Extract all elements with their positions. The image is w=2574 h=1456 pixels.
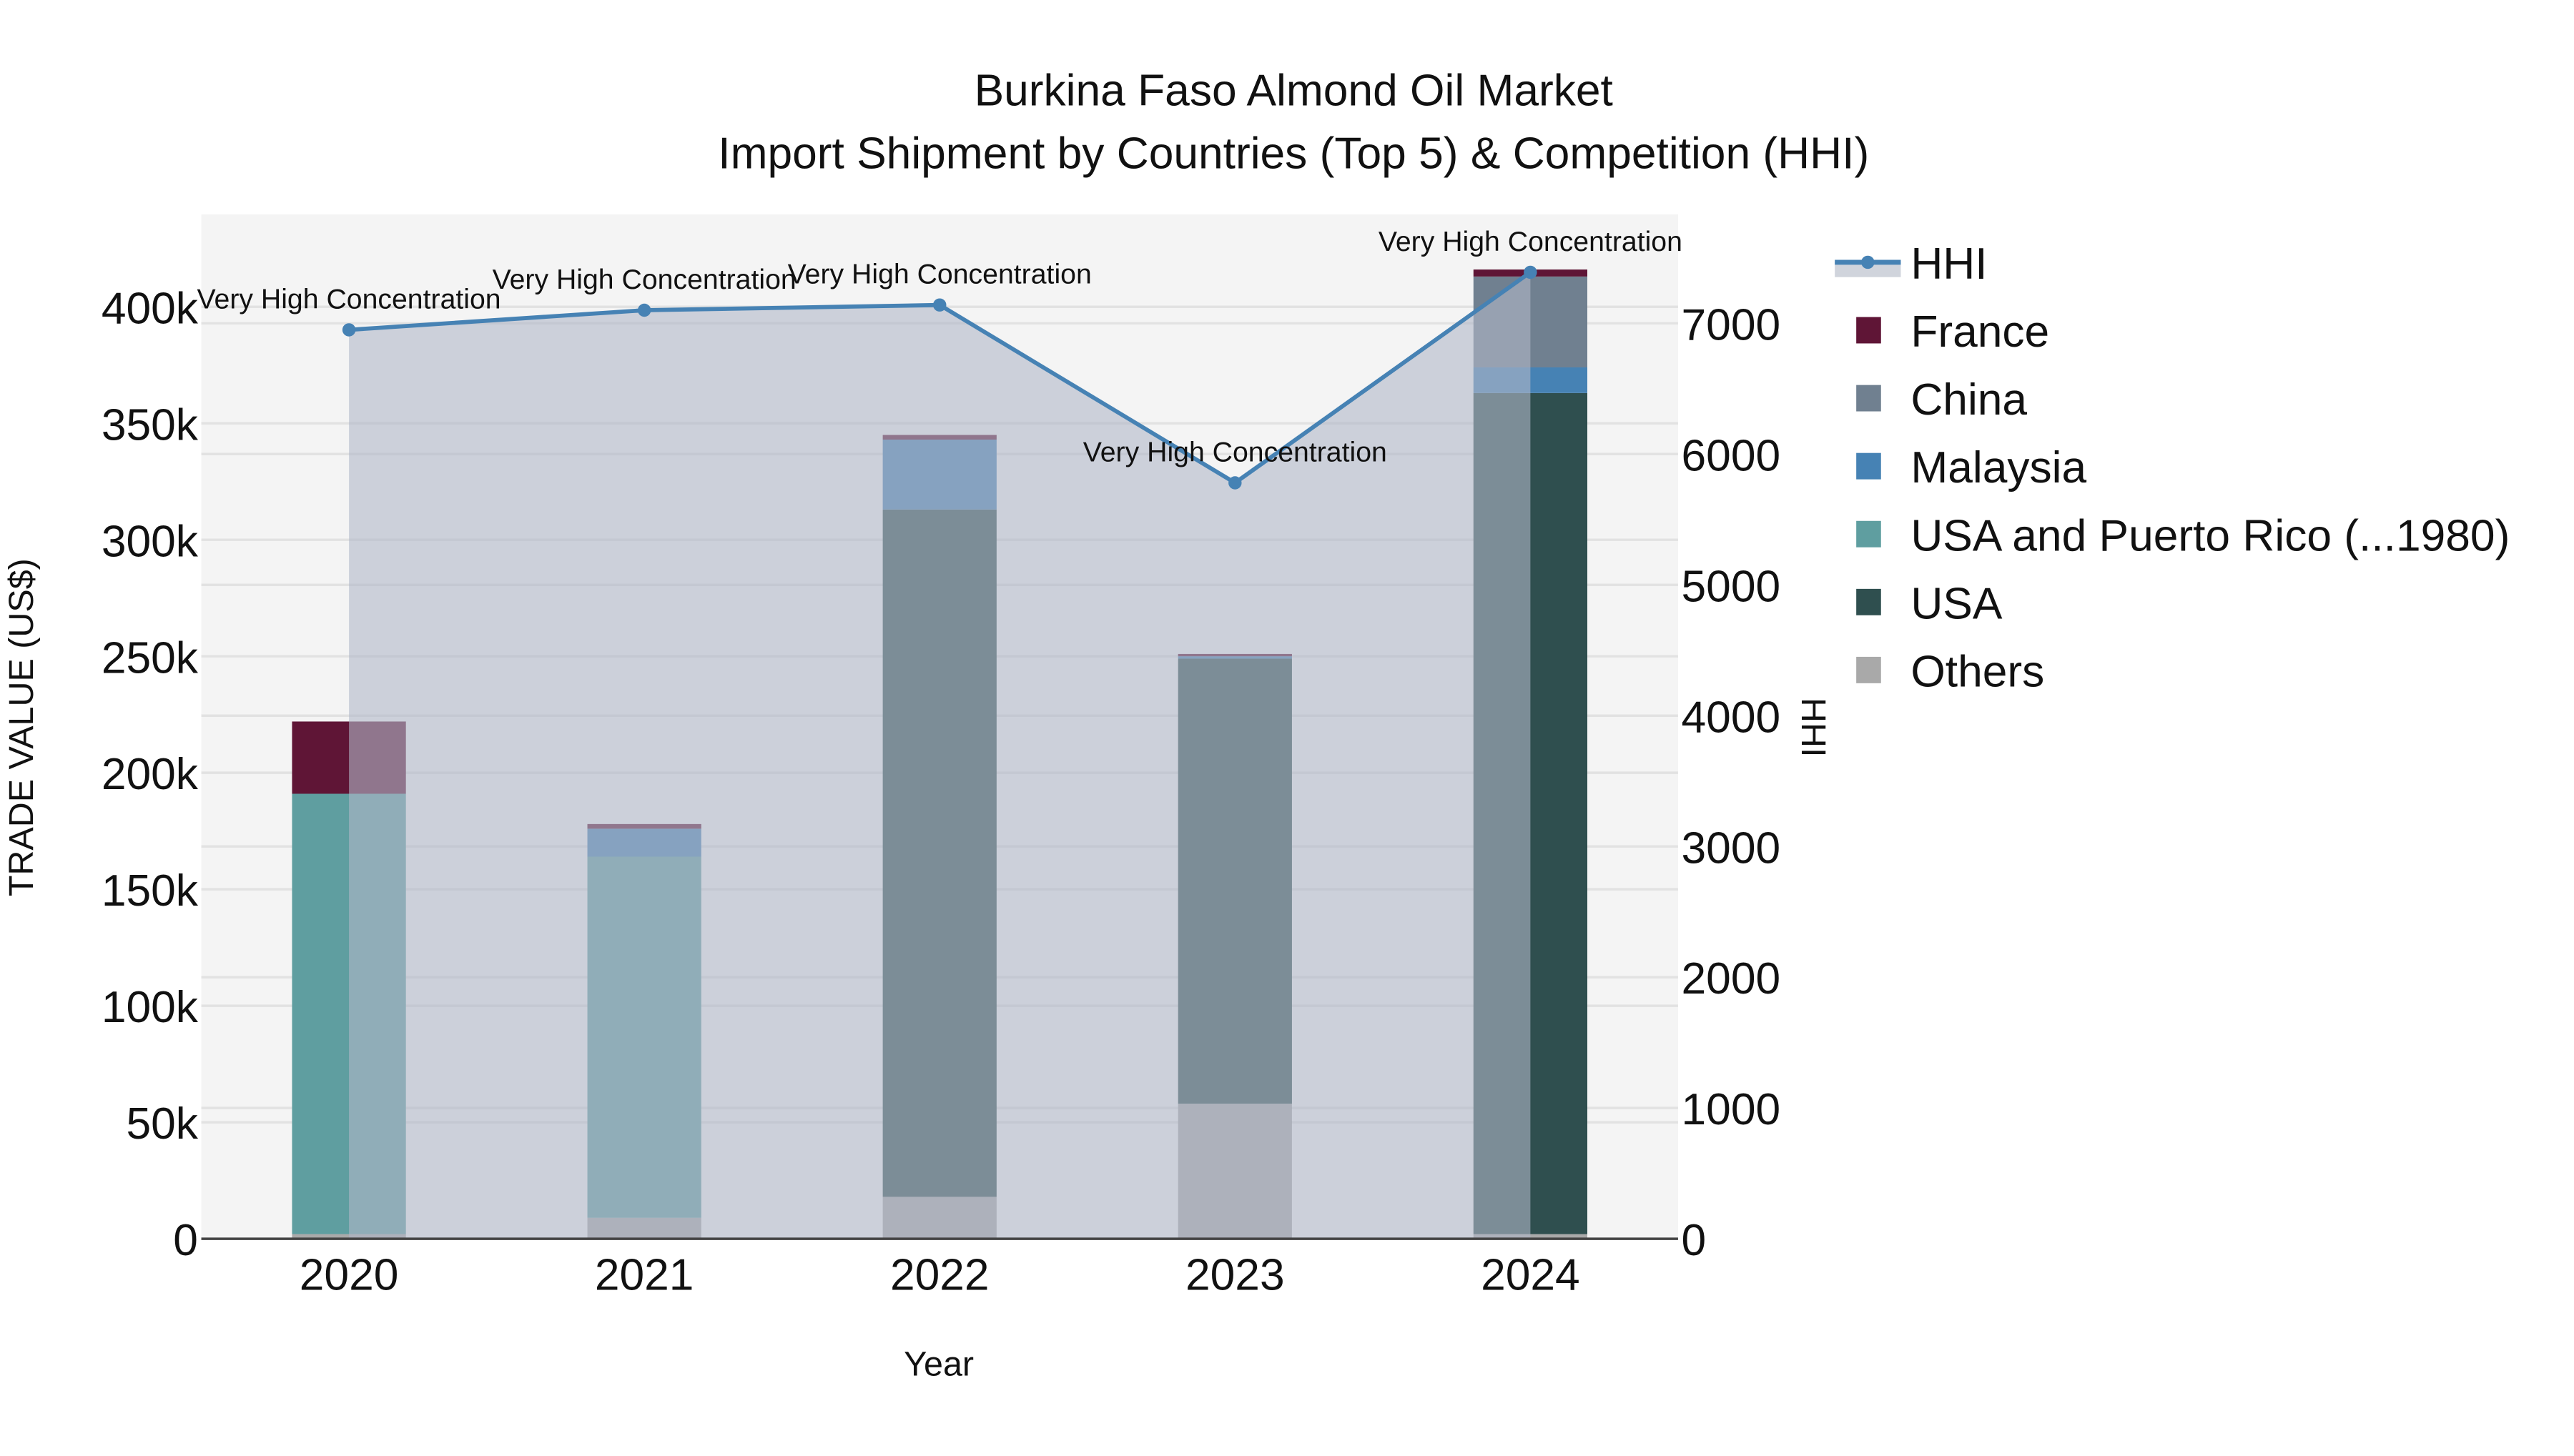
legend-label: France	[1910, 307, 2049, 357]
y2-tick-label: 3000	[1682, 823, 1781, 873]
legend-label: HHI	[1910, 239, 1987, 289]
y2-axis-title: HHI	[1794, 698, 1833, 757]
legend: HHI France China Malaysia USA and Puerto Ric…	[1835, 239, 2510, 696]
legend-swatch-icon	[1856, 452, 1881, 480]
y2-tick-label: 2000	[1682, 954, 1781, 1004]
y2-tick-label: 5000	[1682, 562, 1781, 611]
y-tick-label: 200k	[102, 750, 199, 799]
y-tick-label: 250k	[102, 633, 199, 683]
hhi-point[interactable]	[637, 303, 651, 317]
legend-swatch-icon	[1856, 656, 1881, 683]
legend-item[interactable]: USA and Puerto Rico (...1980)	[1856, 511, 2510, 560]
y-tick-label: 350k	[102, 400, 199, 450]
x-tick-label: 2020	[300, 1251, 399, 1300]
hhi-point[interactable]	[933, 298, 947, 312]
chart-title-line1: Burkina Faso Almond Oil Market	[975, 66, 1613, 116]
hhi-point[interactable]	[1228, 476, 1242, 490]
x-tick-label: 2022	[890, 1251, 990, 1300]
y-tick-label: 0	[173, 1216, 198, 1265]
legend-label: USA and Puerto Rico (...1980)	[1910, 511, 2510, 560]
x-tick-label: 2024	[1481, 1251, 1580, 1300]
hhi-point[interactable]	[342, 323, 356, 337]
hhi-point[interactable]	[1524, 265, 1537, 279]
legend-item[interactable]: France	[1856, 307, 2049, 357]
legend-item[interactable]: Others	[1856, 647, 2044, 696]
hhi-legend-icon	[1835, 262, 1901, 277]
y2-tick-label: 0	[1682, 1216, 1707, 1265]
legend-swatch-icon	[1856, 317, 1881, 344]
hhi-annotation: Very High Concentration	[1379, 226, 1682, 257]
x-tick-label: 2021	[595, 1251, 694, 1300]
y2-tick-label: 4000	[1682, 693, 1781, 742]
legend-swatch-icon	[1856, 588, 1881, 615]
legend-label: USA	[1910, 579, 2003, 628]
hhi-annotation: Very High Concentration	[197, 283, 501, 315]
x-tick-label: 2023	[1185, 1251, 1285, 1300]
legend-item[interactable]: China	[1856, 375, 2027, 425]
legend-item[interactable]: USA	[1856, 579, 2003, 628]
y2-tick-label: 6000	[1682, 431, 1781, 480]
legend-label: Malaysia	[1910, 443, 2086, 492]
hhi-annotation: Very High Concentration	[788, 259, 1092, 290]
y-tick-label: 300k	[102, 517, 199, 566]
y-tick-label: 150k	[102, 866, 199, 916]
legend-swatch-icon	[1856, 385, 1881, 412]
hhi-area	[349, 272, 1531, 1239]
legend-swatch-icon	[1856, 520, 1881, 548]
legend-label: Others	[1910, 647, 2044, 696]
legend-item[interactable]: Malaysia	[1856, 443, 2086, 492]
chart-title-line2: Import Shipment by Countries (Top 5) & C…	[718, 129, 1869, 178]
y-tick-label: 100k	[102, 983, 199, 1032]
y2-tick-label: 7000	[1682, 300, 1781, 350]
legend-item[interactable]: HHI	[1835, 239, 1988, 289]
y2-tick-label: 1000	[1682, 1085, 1781, 1134]
y-tick-label: 50k	[126, 1099, 198, 1149]
legend-label: China	[1910, 375, 2027, 425]
y-axis-title: TRADE VALUE (US$)	[2, 558, 41, 896]
hhi-annotation: Very High Concentration	[1083, 437, 1387, 468]
x-axis-title: Year	[904, 1345, 974, 1384]
hhi-annotation: Very High Concentration	[493, 264, 797, 295]
y-tick-label: 400k	[102, 284, 199, 333]
